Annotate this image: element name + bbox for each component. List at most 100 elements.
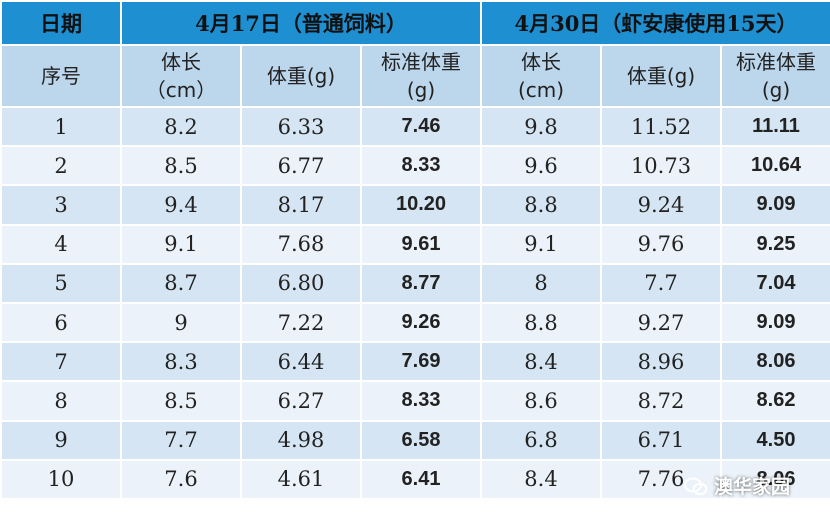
table-cell: 8.5 <box>120 380 242 422</box>
table-cell: 8.4 <box>480 341 602 383</box>
table-cell: 6.41 <box>360 458 482 500</box>
table-cell: 7.46 <box>360 105 482 148</box>
table-row: 2 8.5 6.77 8.33 9.6 10.73 10.64 <box>0 145 830 187</box>
table-cell: 10 <box>0 458 122 500</box>
table-cell: 7.7 <box>120 419 242 461</box>
table-row: 1 8.2 6.33 7.46 9.8 11.52 11.11 <box>0 105 830 148</box>
table-row: 9 7.7 4.98 6.58 6.8 6.71 4.50 <box>0 419 830 461</box>
table-cell: 7.6 <box>120 458 242 500</box>
table-cell: 8.4 <box>480 458 602 500</box>
table-row: 8 8.5 6.27 8.33 8.6 8.72 8.62 <box>0 380 830 422</box>
header-line: 序号 <box>41 64 81 88</box>
table-cell: 8.3 <box>120 341 242 383</box>
table-cell: 11.11 <box>719 105 830 148</box>
table-cell: 9.4 <box>120 184 242 226</box>
table-cell: 4.98 <box>240 419 362 461</box>
header-line: 体重(g) <box>266 64 336 88</box>
table-cell: 6.71 <box>600 419 722 461</box>
table-cell: 6 <box>0 301 122 344</box>
column-header: 体重(g) <box>240 44 362 108</box>
table-cell: 4.50 <box>719 419 830 461</box>
table-cell: 8.8 <box>480 301 602 344</box>
table-cell: 7.22 <box>240 301 362 344</box>
column-header-row: 序号 体长 （cm） 体重(g) 标准体重 (g) 体长 (cm) 体重(g) 标准体重 (g) <box>0 44 830 108</box>
table-cell: 4.61 <box>240 458 362 500</box>
table-cell: 2 <box>0 145 122 187</box>
table-cell: 6.77 <box>240 145 362 187</box>
header-line: 体长 <box>521 50 561 74</box>
header-line: 标准体重 <box>381 50 461 74</box>
period-header: 4月17日（普通饲料） <box>120 0 482 46</box>
table-cell: 1 <box>0 105 122 148</box>
table-cell: 10.20 <box>360 184 482 226</box>
table-cell: 8.2 <box>120 105 242 148</box>
table-cell: 9.1 <box>480 223 602 265</box>
table-cell: 8.7 <box>120 262 242 304</box>
column-header: 序号 <box>0 44 122 108</box>
column-header: 体重(g) <box>600 44 722 108</box>
table-cell: 9.25 <box>719 223 830 265</box>
table-cell: 8.33 <box>360 145 482 187</box>
table-cell: 8.6 <box>480 380 602 422</box>
table-cell: 7.68 <box>240 223 362 265</box>
table-cell: 8.77 <box>360 262 482 304</box>
table-cell: 8.17 <box>240 184 362 226</box>
table-cell: 6.33 <box>240 105 362 148</box>
header-line: (g) <box>761 78 791 102</box>
table-cell: 8 <box>0 380 122 422</box>
table-row: 3 9.4 8.17 10.20 8.8 9.24 9.09 <box>0 184 830 226</box>
table-cell: 7.69 <box>360 341 482 383</box>
table-cell: 8.96 <box>600 341 722 383</box>
table-cell: 8.8 <box>480 184 602 226</box>
table-row: 6 9 7.22 9.26 8.8 9.27 9.09 <box>0 301 830 344</box>
watermark-text: 澳华家园 <box>714 476 791 498</box>
table-cell: 11.52 <box>600 105 722 148</box>
table-cell: 6.27 <box>240 380 362 422</box>
table-cell: 8 <box>480 262 602 304</box>
table-cell: 6.8 <box>480 419 602 461</box>
table-cell: 9.09 <box>719 301 830 344</box>
table-cell: 6.80 <box>240 262 362 304</box>
table-cell: 3 <box>0 184 122 226</box>
table-row: 10 7.6 4.61 6.41 8.4 7.76 8.06 <box>0 458 830 500</box>
table-cell: 9 <box>0 419 122 461</box>
table-cell: 9.6 <box>480 145 602 187</box>
header-line: (g) <box>406 78 436 102</box>
table-cell: 9.09 <box>719 184 830 226</box>
table-cell: 8.72 <box>600 380 722 422</box>
table-cell: 9.26 <box>360 301 482 344</box>
table-cell: 8.5 <box>120 145 242 187</box>
table-cell: 6.44 <box>240 341 362 383</box>
table-cell: 9.8 <box>480 105 602 148</box>
table-cell: 4 <box>0 223 122 265</box>
watermark: 澳华家园 <box>684 472 790 499</box>
header-line: 体长 <box>161 50 201 74</box>
table-cell: 9.24 <box>600 184 722 226</box>
table-cell: 9.61 <box>360 223 482 265</box>
header-row: 日期 4月17日（普通饲料） 4月30日（虾安康使用15天） <box>0 0 830 46</box>
table-cell: 9.76 <box>600 223 722 265</box>
table-row: 5 8.7 6.80 8.77 8 7.7 7.04 <box>0 262 830 304</box>
header-line: 标准体重 <box>736 50 816 74</box>
date-label: 日期 <box>0 0 122 46</box>
table-cell: 7.7 <box>600 262 722 304</box>
table-cell: 7 <box>0 341 122 383</box>
header-line: (cm) <box>517 78 565 102</box>
table-cell: 7.04 <box>719 262 830 304</box>
column-header: 体长 （cm） <box>120 44 242 108</box>
table-cell: 8.33 <box>360 380 482 422</box>
wechat-icon <box>684 477 708 495</box>
table-row: 4 9.1 7.68 9.61 9.1 9.76 9.25 <box>0 223 830 265</box>
column-header: 体长 (cm) <box>480 44 602 108</box>
table-cell: 9 <box>120 301 242 344</box>
table-cell: 8.06 <box>719 458 830 500</box>
table-row: 7 8.3 6.44 7.69 8.4 8.96 8.06 <box>0 341 830 383</box>
period-header: 4月30日（虾安康使用15天） <box>479 0 830 46</box>
data-table: 日期 4月17日（普通饲料） 4月30日（虾安康使用15天） 序号 体长 （cm）体… <box>0 0 830 500</box>
table-cell: 6.58 <box>360 419 482 461</box>
column-header: 标准体重 (g) <box>360 44 482 108</box>
header-line: （cm） <box>145 78 217 102</box>
table-cell: 9.27 <box>600 301 722 344</box>
table-cell: 8.06 <box>719 341 830 383</box>
